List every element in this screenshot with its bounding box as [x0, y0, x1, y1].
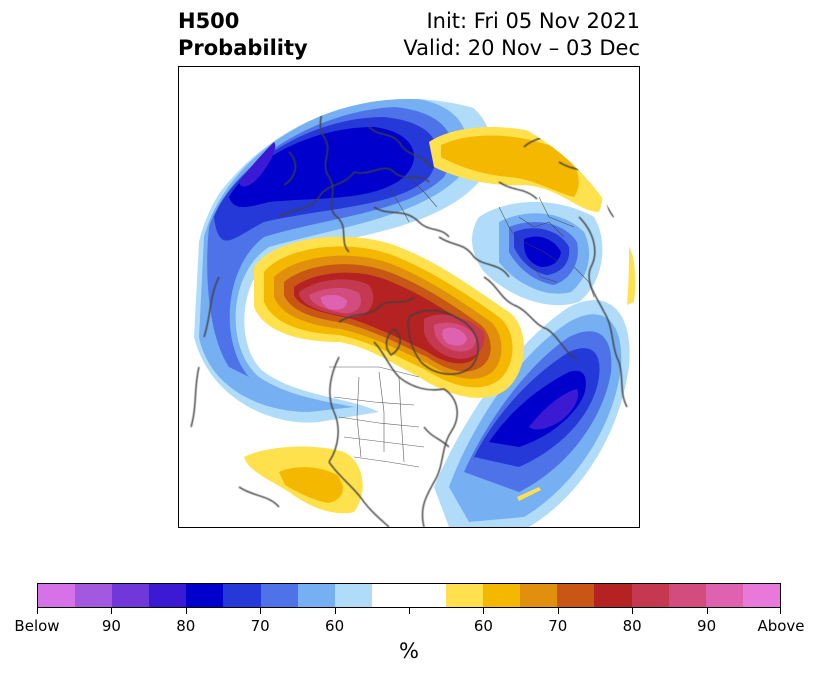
colorbar-segment: [557, 584, 595, 607]
colorbar: [37, 583, 781, 608]
colorbar-tick-label: 70: [250, 617, 270, 635]
colorbar-tick-label: 70: [548, 617, 568, 635]
colorbar-segment: [483, 584, 521, 607]
colorbar-tick-label: 60: [325, 617, 345, 635]
colorbar-tick-label: 80: [176, 617, 196, 635]
chart-title: H500 Probability: [178, 8, 308, 62]
colorbar-segment: [186, 584, 224, 607]
colorbar-segment: [371, 584, 409, 607]
map-canvas: [190, 99, 636, 527]
title-variable: H500: [178, 9, 240, 33]
colorbar-segment: [705, 584, 743, 607]
colorbar-segment: [446, 584, 484, 607]
colorbar-tick: [409, 608, 410, 614]
colorbar-tick: [186, 608, 187, 614]
colorbar-segment: [594, 584, 632, 607]
colorbar-tick-label: 60: [473, 617, 493, 635]
valid-range: Valid: 20 Nov – 03 Dec: [403, 36, 640, 60]
colorbar-tick: [335, 608, 336, 614]
colorbar-segment: [408, 584, 447, 607]
colorbar-tick: [260, 608, 261, 614]
colorbar-segment: [742, 584, 780, 607]
probability-map: [178, 66, 640, 528]
init-date: Init: Fri 05 Nov 2021: [426, 9, 640, 33]
title-probability: Probability: [178, 36, 308, 60]
colorbar-segment: [631, 584, 669, 607]
colorbar-tick: [111, 608, 112, 614]
colorbar-tick-label: 80: [622, 617, 642, 635]
below-anomaly-atlantic: [434, 300, 630, 527]
colorbar-tick: [37, 608, 38, 614]
above-anomaly-arctic: [254, 236, 524, 398]
colorbar-segment: [520, 584, 558, 607]
colorbar-segment: [223, 584, 261, 607]
colorbar-tick: [483, 608, 484, 614]
colorbar-tick: [632, 608, 633, 614]
colorbar-segment: [260, 584, 298, 607]
colorbar-segment: [334, 584, 372, 607]
colorbar-tick-label: 90: [697, 617, 717, 635]
colorbar-units: %: [399, 639, 419, 663]
colorbar-segment: [112, 584, 150, 607]
colorbar-tick: [707, 608, 708, 614]
colorbar-segment: [668, 584, 706, 607]
colorbar-tick-label: 90: [101, 617, 121, 635]
colorbar-tick-label: Above: [757, 617, 805, 635]
political-boundaries: [329, 176, 595, 468]
below-anomaly-europe: [472, 202, 603, 306]
colorbar-tick: [558, 608, 559, 614]
colorbar-segment: [149, 584, 187, 607]
colorbar-segment: [297, 584, 335, 607]
colorbar-tick: [780, 608, 781, 614]
colorbar-segment: [75, 584, 113, 607]
colorbar-tick-label: Below: [14, 617, 60, 635]
chart-dates: Init: Fri 05 Nov 2021 Valid: 20 Nov – 03…: [403, 8, 640, 62]
colorbar-segment: [38, 584, 76, 607]
above-anomaly-southwest: [244, 242, 636, 514]
coastlines: [190, 99, 628, 527]
